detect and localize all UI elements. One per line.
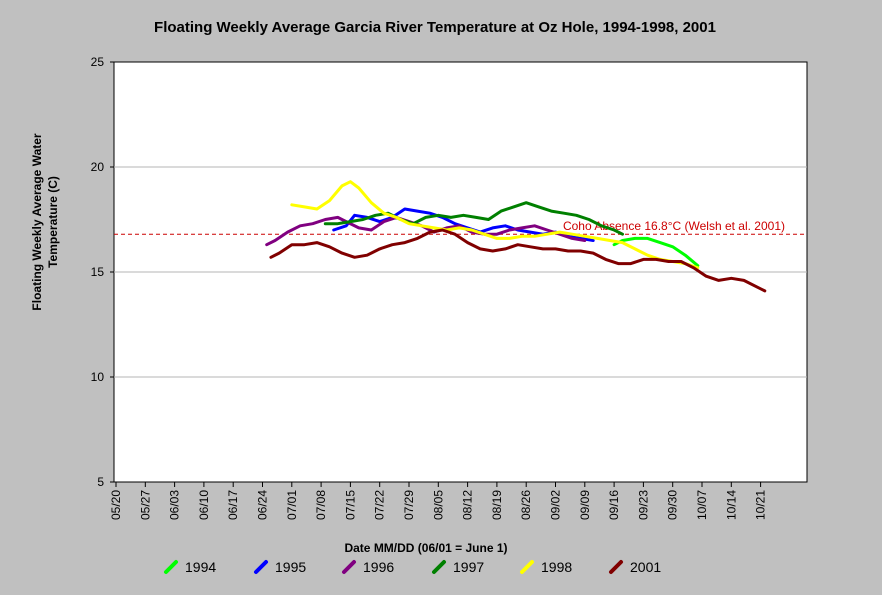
x-tick-label: 07/15 [343, 490, 357, 520]
x-axis-label: Date MM/DD (06/01 = June 1) [344, 541, 507, 555]
x-tick-label: 10/21 [754, 490, 768, 520]
series-line-1997 [323, 201, 624, 236]
reference-line-label: Coho Absence 16.8°C (Welsh et al. 2001) [563, 219, 785, 233]
x-tick-label: 05/27 [138, 490, 152, 520]
x-tick-label: 06/24 [256, 490, 270, 520]
x-tick-label: 10/07 [695, 490, 709, 520]
x-tick-label: 08/05 [431, 490, 445, 520]
x-tick-label: 07/01 [285, 490, 299, 520]
legend-swatch-1994 [164, 560, 178, 574]
reference-line-group: Coho Absence 16.8°C (Welsh et al. 2001) [114, 219, 807, 235]
y-tick-label: 20 [91, 160, 105, 174]
legend-label-1994: 1994 [185, 559, 216, 575]
x-tick-label: 09/16 [607, 490, 621, 520]
x-tick-label: 09/23 [636, 490, 650, 520]
x-tick-label: 09/09 [578, 490, 592, 520]
x-tick-label: 09/02 [549, 490, 563, 520]
x-tick-label: 08/19 [490, 490, 504, 520]
y-axis-ticks: 5 10 15 20 25 [91, 55, 114, 489]
y-tick-label: 5 [97, 475, 104, 489]
y-tick-label: 25 [91, 55, 105, 69]
x-tick-label: 06/10 [197, 490, 211, 520]
x-axis-ticks: 05/20 05/27 06/03 06/10 06/17 06/24 07/01 07/08… [109, 482, 768, 520]
y-tick-label: 10 [91, 370, 105, 384]
x-tick-label: 09/30 [666, 490, 680, 520]
legend-swatch-1998 [520, 560, 534, 574]
series-line-1998 [290, 180, 700, 270]
x-tick-label: 08/12 [461, 490, 475, 520]
legend-label-1997: 1997 [453, 559, 484, 575]
y-axis-label-line1: Floating Weekly Average Water [30, 133, 44, 310]
y-axis-label-line2: Temperature (C) [46, 176, 60, 268]
y-tick-label: 15 [91, 265, 105, 279]
x-tick-label: 07/22 [373, 490, 387, 520]
legend-swatch-1996 [342, 560, 356, 574]
legend: 1994 1995 1996 1997 1998 2001 [164, 559, 661, 575]
series-lines [265, 180, 767, 293]
x-tick-label: 05/20 [109, 490, 123, 520]
legend-label-1995: 1995 [275, 559, 306, 575]
gridlines [114, 166, 807, 378]
legend-swatch-1995 [254, 560, 268, 574]
chart-title: Floating Weekly Average Garcia River Tem… [154, 19, 716, 36]
x-tick-label: 08/26 [519, 490, 533, 520]
legend-swatch-1997 [432, 560, 446, 574]
series-line-1994 [612, 236, 700, 268]
legend-swatch-2001 [609, 560, 623, 574]
x-tick-label: 07/29 [402, 490, 416, 520]
x-tick-label: 10/14 [724, 490, 738, 520]
series-line-2001 [269, 228, 767, 293]
x-tick-label: 06/17 [226, 490, 240, 520]
x-tick-label: 07/08 [314, 490, 328, 520]
legend-label-1998: 1998 [541, 559, 572, 575]
legend-label-2001: 2001 [630, 559, 661, 575]
x-tick-label: 06/03 [168, 490, 182, 520]
legend-label-1996: 1996 [363, 559, 394, 575]
